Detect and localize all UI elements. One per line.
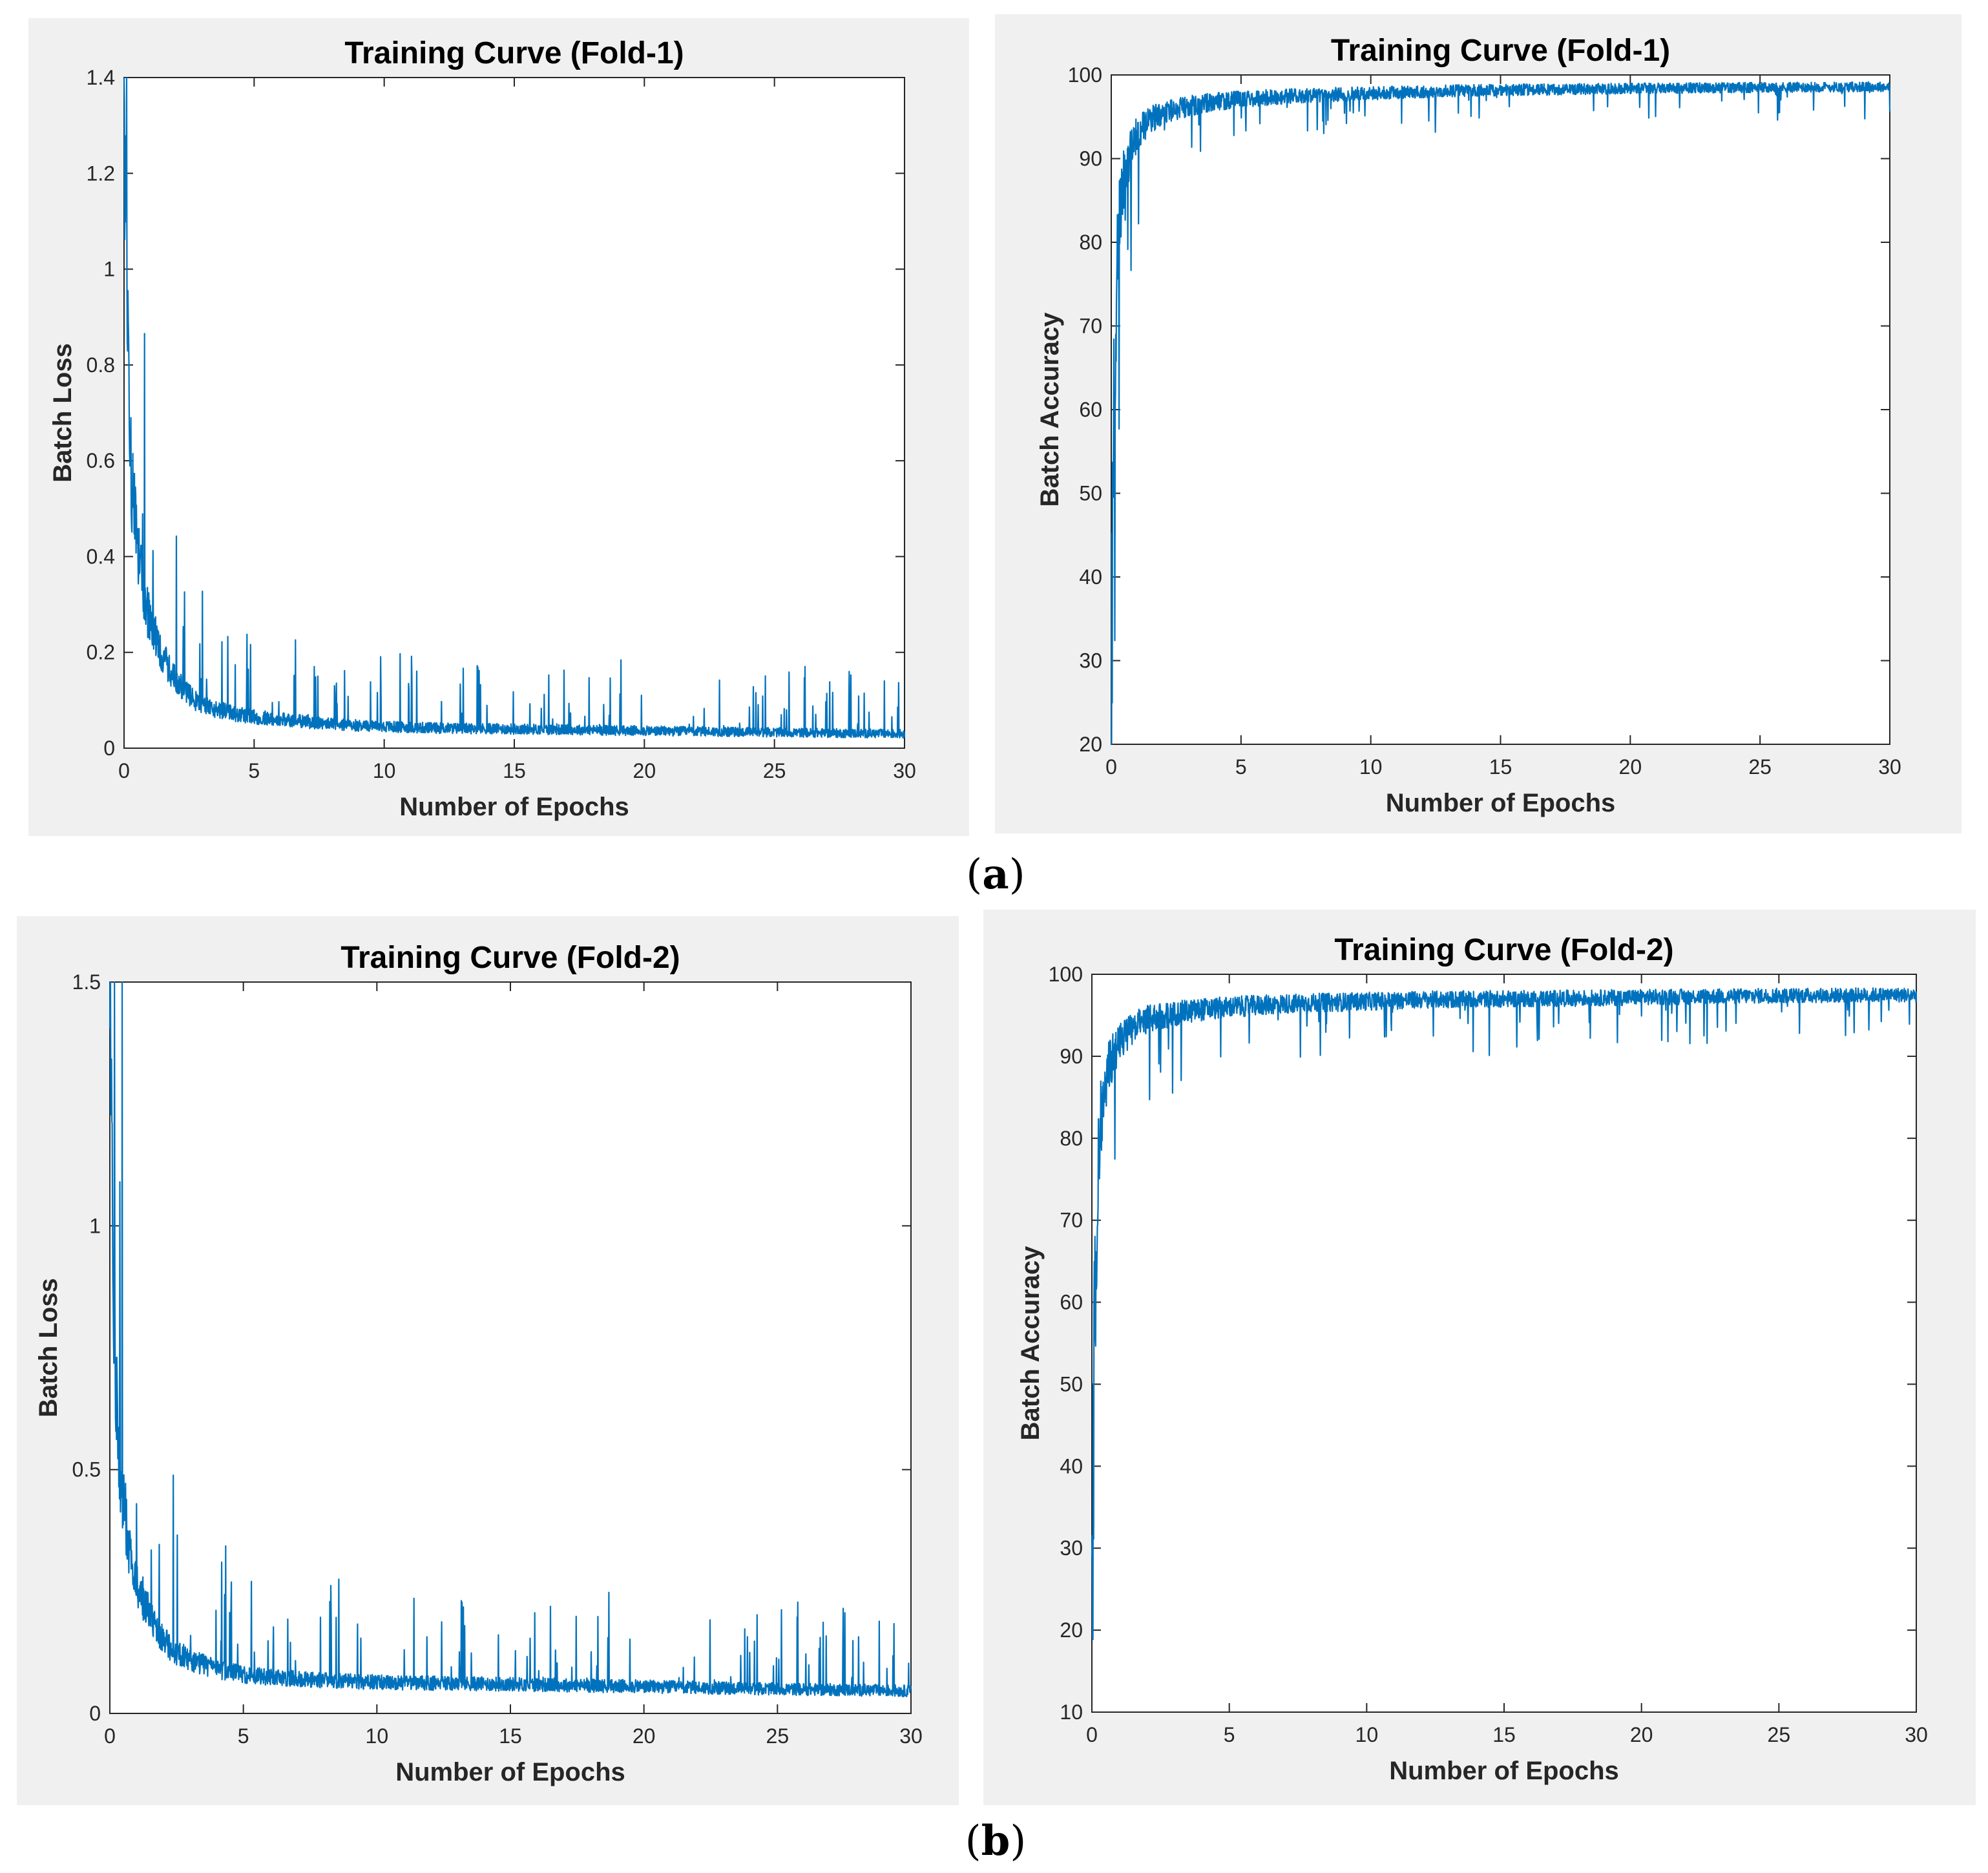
y-axis-label: Batch Accuracy bbox=[1036, 312, 1064, 507]
y-tick-label: 1 bbox=[89, 1214, 101, 1237]
chart-a-right: 0 5 10 15 20 25 30 20 30 40 50 60 70 80 90 100 Training … bbox=[1036, 34, 1901, 817]
y-axis-label: Batch Accuracy bbox=[1016, 1246, 1045, 1441]
y-tick-label: 80 bbox=[1079, 231, 1102, 254]
y-tick-label: 1.4 bbox=[87, 66, 115, 89]
chart-title: Training Curve (Fold-1) bbox=[344, 36, 684, 70]
x-tick-label: 15 bbox=[503, 759, 526, 782]
x-tick-label: 30 bbox=[899, 1724, 923, 1748]
x-tick-label: 10 bbox=[373, 759, 396, 782]
x-tick-label: 20 bbox=[1619, 755, 1642, 779]
caption-b: (b) bbox=[965, 1817, 1027, 1865]
x-axis-label: Number of Epochs bbox=[399, 793, 629, 821]
y-tick-label: 20 bbox=[1079, 733, 1102, 756]
y-tick-label: 0.8 bbox=[87, 353, 115, 377]
y-tick-label: 0 bbox=[89, 1702, 101, 1725]
y-tick-label: 60 bbox=[1060, 1291, 1083, 1314]
y-tick-label: 100 bbox=[1068, 63, 1102, 87]
x-tick-label: 0 bbox=[1086, 1723, 1098, 1746]
chart-panel-b-right: 0 5 10 15 20 25 30 10 20 30 40 50 60 70 80 90 100 Trainin… bbox=[983, 910, 1976, 1805]
x-tick-label: 30 bbox=[1905, 1723, 1928, 1746]
x-axis-label: Number of Epochs bbox=[1389, 1757, 1619, 1785]
chart-a-left: 0 5 10 15 20 25 30 0 0.2 0.4 0.6 0.8 1 1.2 1.4 Training… bbox=[48, 36, 916, 821]
x-tick-label: 5 bbox=[238, 1724, 249, 1748]
x-tick-label: 20 bbox=[633, 759, 656, 782]
plot-area bbox=[1091, 974, 1917, 1713]
plot-area bbox=[123, 77, 905, 749]
y-tick-label: 90 bbox=[1079, 147, 1102, 171]
caption-a: (a) bbox=[966, 850, 1025, 899]
y-tick-label: 100 bbox=[1049, 963, 1083, 986]
x-tick-label: 25 bbox=[1768, 1723, 1791, 1746]
y-tick-label: 50 bbox=[1079, 482, 1102, 505]
y-tick-label: 90 bbox=[1060, 1045, 1083, 1068]
x-tick-label: 10 bbox=[366, 1724, 389, 1748]
y-tick-label: 20 bbox=[1060, 1618, 1083, 1642]
x-axis-label: Number of Epochs bbox=[1386, 789, 1616, 817]
y-tick-label: 70 bbox=[1060, 1209, 1083, 1232]
x-tick-label: 20 bbox=[1630, 1723, 1653, 1746]
y-axis-label: Batch Loss bbox=[48, 343, 77, 483]
chart-b-right: 0 5 10 15 20 25 30 10 20 30 40 50 60 70 80 90 100 Trainin… bbox=[1016, 933, 1928, 1785]
x-tick-label: 30 bbox=[1878, 755, 1901, 779]
x-tick-label: 15 bbox=[1492, 1723, 1516, 1746]
y-tick-label: 0.5 bbox=[72, 1458, 101, 1481]
y-tick-label: 1.5 bbox=[72, 970, 101, 994]
x-axis-label: Number of Epochs bbox=[395, 1758, 625, 1786]
chart-panel-a-right: 0 5 10 15 20 25 30 20 30 40 50 60 70 80 90 100 Training … bbox=[995, 14, 1962, 833]
plot-area bbox=[1111, 74, 1890, 745]
y-tick-label: 0.6 bbox=[87, 449, 115, 472]
y-tick-label: 0 bbox=[103, 737, 115, 760]
x-tick-label: 25 bbox=[766, 1724, 790, 1748]
x-tick-label: 0 bbox=[1105, 755, 1117, 779]
y-tick-label: 10 bbox=[1060, 1700, 1083, 1724]
x-tick-label: 5 bbox=[1235, 755, 1247, 779]
x-tick-label: 10 bbox=[1359, 755, 1383, 779]
training-series-line bbox=[109, 981, 912, 1698]
chart-panel-b-left: 0 5 10 15 20 25 30 0 0.5 1 1.5 Training Curve (Fold… bbox=[17, 916, 959, 1805]
x-tick-label: 10 bbox=[1355, 1723, 1379, 1746]
chart-panel-a-left: 0 5 10 15 20 25 30 0 0.2 0.4 0.6 0.8 1 1.2 1.4 Training… bbox=[28, 18, 969, 836]
plot-area bbox=[109, 981, 912, 1714]
y-axis-label: Batch Loss bbox=[34, 1278, 63, 1418]
chart-b-left: 0 5 10 15 20 25 30 0 0.5 1 1.5 Training Curve (Fold… bbox=[34, 941, 923, 1786]
x-tick-label: 20 bbox=[633, 1724, 656, 1748]
y-tick-label: 0.4 bbox=[87, 545, 115, 568]
y-tick-label: 80 bbox=[1060, 1127, 1083, 1150]
y-tick-label: 60 bbox=[1079, 398, 1102, 421]
training-series-line bbox=[1111, 81, 1891, 746]
y-tick-label: 40 bbox=[1079, 565, 1102, 589]
y-tick-label: 50 bbox=[1060, 1372, 1083, 1396]
x-tick-label: 25 bbox=[1748, 755, 1772, 779]
training-series-line bbox=[1091, 987, 1918, 1640]
y-tick-label: 70 bbox=[1079, 315, 1102, 338]
x-tick-label: 0 bbox=[118, 759, 130, 782]
y-tick-label: 1.2 bbox=[87, 162, 115, 185]
chart-title: Training Curve (Fold-1) bbox=[1331, 34, 1670, 68]
y-tick-label: 30 bbox=[1079, 649, 1102, 673]
x-tick-label: 25 bbox=[763, 759, 786, 782]
y-tick-label: 30 bbox=[1060, 1536, 1083, 1560]
x-tick-label: 30 bbox=[893, 759, 916, 782]
y-tick-label: 0.2 bbox=[87, 641, 115, 664]
x-tick-label: 15 bbox=[499, 1724, 522, 1748]
y-tick-label: 40 bbox=[1060, 1454, 1083, 1478]
x-tick-label: 15 bbox=[1489, 755, 1512, 779]
x-tick-label: 0 bbox=[104, 1724, 116, 1748]
chart-title: Training Curve (Fold-2) bbox=[1334, 933, 1673, 967]
x-tick-label: 5 bbox=[248, 759, 260, 782]
training-series-line bbox=[123, 76, 906, 739]
y-tick-label: 1 bbox=[103, 258, 115, 281]
x-tick-label: 5 bbox=[1224, 1723, 1235, 1746]
chart-title: Training Curve (Fold-2) bbox=[340, 941, 680, 975]
